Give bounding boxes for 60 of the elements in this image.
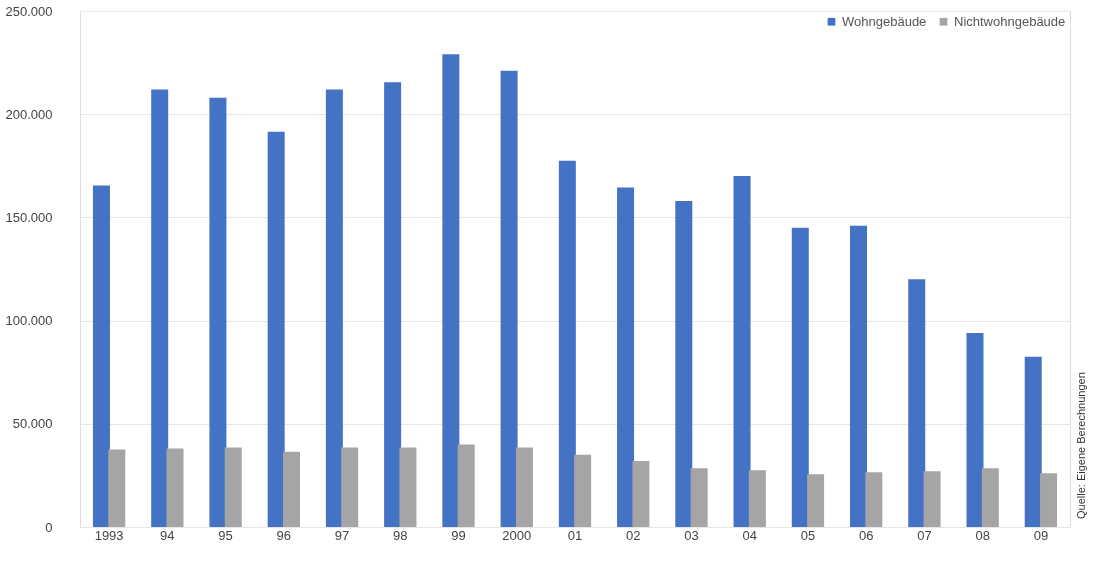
x-tick-label: 96 <box>276 527 292 543</box>
source-note: Quelle: Eigene Berechnungen <box>1075 372 1087 519</box>
bar <box>733 176 751 527</box>
bar <box>151 89 169 527</box>
bar <box>908 279 926 527</box>
bar <box>92 185 110 527</box>
bar <box>632 460 650 527</box>
bar <box>923 471 941 527</box>
legend-label: Nichtwohngebäude <box>954 13 1066 29</box>
bar <box>966 332 984 527</box>
bar <box>791 227 809 527</box>
bar <box>209 97 227 527</box>
bar <box>981 468 999 527</box>
x-tick-label: 07 <box>917 527 932 543</box>
bar <box>166 448 184 527</box>
bar <box>325 89 343 527</box>
y-tick-label: 0 <box>45 519 53 535</box>
x-tick-label: 05 <box>800 527 816 543</box>
bar <box>574 454 592 527</box>
bar <box>1024 356 1042 527</box>
x-tick-label: 01 <box>567 527 583 543</box>
bar <box>224 447 242 527</box>
legend-label: Wohngebäude <box>842 13 927 29</box>
y-tick-label: 150.000 <box>5 209 53 225</box>
bar <box>1040 473 1058 527</box>
x-tick-label: 97 <box>334 527 350 543</box>
y-tick-label: 250.000 <box>5 3 53 19</box>
y-tick-label: 50.000 <box>12 416 53 432</box>
x-tick-label: 02 <box>626 527 641 543</box>
bar <box>515 447 533 527</box>
x-tick-label: 94 <box>160 527 175 543</box>
bar <box>675 200 693 527</box>
x-tick-label: 1993 <box>94 527 124 543</box>
x-tick-label: 06 <box>858 527 874 543</box>
bar <box>108 449 126 527</box>
x-tick-label: 2000 <box>502 527 532 543</box>
bar <box>807 474 825 527</box>
bar <box>558 160 576 527</box>
x-tick-label: 98 <box>393 527 408 543</box>
bar <box>690 468 708 527</box>
bar <box>267 131 285 527</box>
bar <box>442 54 460 527</box>
y-tick-label: 100.000 <box>5 313 53 329</box>
bar <box>748 470 766 527</box>
bar <box>282 451 300 527</box>
x-tick-label: 04 <box>742 527 757 543</box>
x-tick-label: 95 <box>218 527 233 543</box>
bar <box>341 447 359 527</box>
x-tick-label: 09 <box>1033 527 1049 543</box>
y-tick-label: 200.000 <box>5 106 53 122</box>
bar <box>617 187 635 527</box>
bar <box>457 444 475 527</box>
bar <box>399 447 417 527</box>
bar <box>384 82 402 527</box>
x-tick-label: 99 <box>451 527 466 543</box>
x-tick-label: 03 <box>684 527 699 543</box>
bar <box>500 70 518 527</box>
bar <box>865 472 883 527</box>
bar <box>850 225 868 527</box>
x-tick-label: 08 <box>975 527 990 543</box>
